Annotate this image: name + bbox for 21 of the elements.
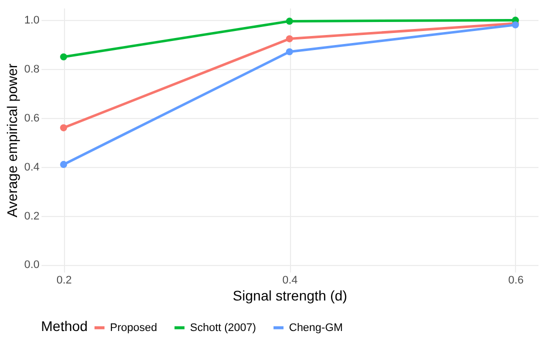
legend-label: Proposed	[110, 322, 158, 334]
y-tick-label: 0.0	[24, 259, 40, 272]
point	[286, 18, 294, 25]
y-tick-label: 0.4	[24, 161, 40, 174]
y-tick-label: 0.8	[24, 64, 40, 76]
x-axis-title: Signal strength (d)	[232, 288, 348, 304]
x-tick-label: 0.2	[56, 274, 72, 286]
y-tick-label: 0.2	[24, 210, 40, 222]
point	[60, 53, 68, 60]
point	[286, 48, 294, 56]
y-tick-label: 1.0	[24, 14, 40, 27]
point	[286, 35, 294, 42]
y-tick-label: 0.6	[24, 112, 40, 124]
legend-label: Cheng-GM	[289, 322, 343, 334]
x-tick-label: 0.6	[508, 274, 524, 286]
legend-title: Method	[41, 318, 88, 334]
y-axis-title: Average empirical power	[4, 63, 20, 218]
point	[60, 160, 68, 168]
legend-label: Schott (2007)	[190, 322, 256, 334]
x-tick-label: 0.4	[282, 274, 298, 286]
point	[60, 124, 68, 132]
